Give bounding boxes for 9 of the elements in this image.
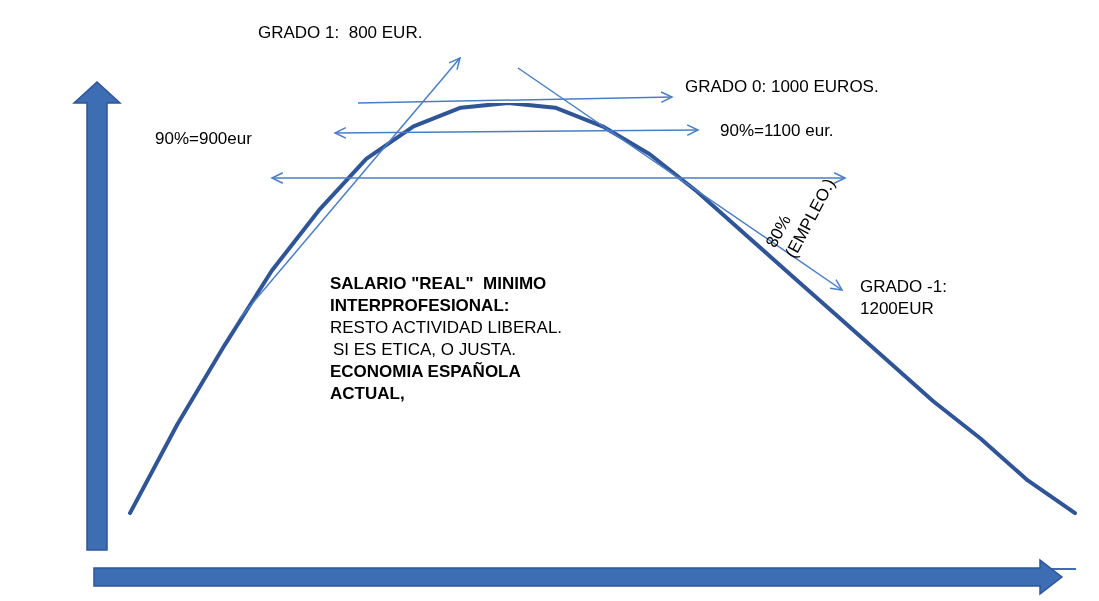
annotation: 90%=900eur [155,128,252,150]
annotation: SALARIO "REAL" MINIMO INTERPROFESIONAL: [330,273,547,317]
annotation: SI ES ETICA, O JUSTA. [333,339,516,361]
text: GRADO 0: 1000 EUROS. [685,76,879,98]
annotation: ECONOMIA ESPAÑOLA ACTUAL, [330,361,521,405]
text: GRADO 1: 800 EUR. [258,22,423,44]
annotation: 90%=1100 eur. [720,120,834,142]
annotation: GRADO -1: 1200EUR [860,276,947,320]
annotation: RESTO ACTIVIDAD LIBERAL. [330,317,563,339]
